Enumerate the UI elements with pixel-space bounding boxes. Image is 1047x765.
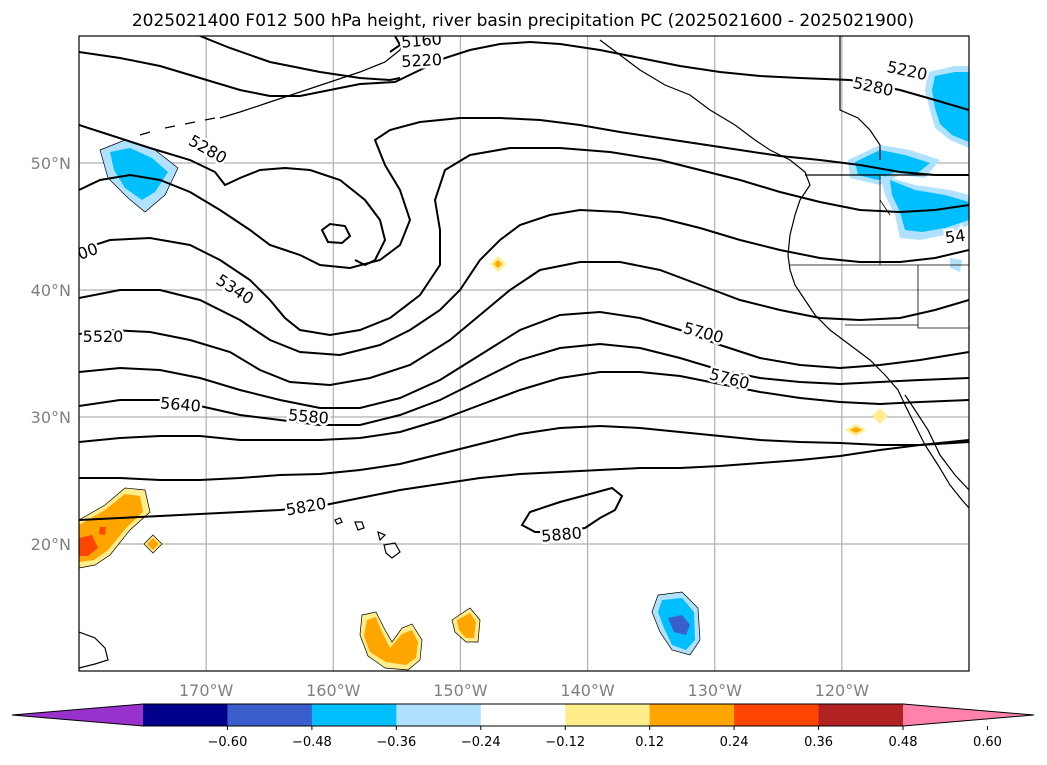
colorbar-segment [143,704,228,726]
longitude-label: 160°W [306,681,361,700]
precip-positive-area [99,527,106,535]
colorbar-segment [649,704,735,726]
colorbar-tick-label: −0.24 [461,735,501,750]
precip-outline [359,611,423,671]
precip-negative-area [932,72,969,142]
colorbar-tick-label: −0.12 [545,735,585,750]
colorbar-tick-label: 0.36 [804,735,833,750]
coastline-alaska-gulf [219,36,406,119]
height-contours [79,36,969,533]
colorbar-tick-labels: −0.60 −0.48 −0.36 −0.24 −0.12 0.12 0.24 0.36 0.4… [208,726,1002,750]
contour-line [79,371,969,443]
colorbar-tick-label: 0.60 [973,735,1002,750]
precip-outline [651,591,701,656]
precip-outline [143,534,163,554]
contour-line [320,222,352,245]
precip-positive-area [850,427,862,433]
contour-line [79,117,969,270]
colorbar-tick-label: 0.12 [635,735,664,750]
longitude-label: 120°W [815,681,870,700]
contour-label: 5580 [287,405,329,427]
contour-line [79,310,969,409]
contour-line [79,147,969,337]
contour-label: 5880 [540,523,582,545]
precip-outline [451,607,481,643]
longitude-label: 150°W [433,681,488,700]
contour-label: 5640 [159,393,201,415]
colorbar-segment [480,704,566,726]
map-frame [78,35,970,672]
map-background [79,36,969,671]
colorbar-extend-low [12,704,143,726]
map-title: 2025021400 F012 500 hPa height, river ba… [132,11,914,31]
colorbar-extend-high [903,704,1034,726]
precip-positive-area [494,260,502,268]
coastline-us-west [787,214,969,509]
precip-negative-area [110,148,168,200]
longitude-labels: 170°W 160°W 150°W 140°W 130°W 120°W [179,681,869,700]
precip-negative-area [890,180,969,232]
contour-line [79,439,969,521]
latitude-label: 50°N [31,154,71,173]
colorbar-outline [11,703,1035,727]
contour-line [389,36,402,53]
colorbar-tick-label: 0.24 [720,735,749,750]
coastline-islands-sw [79,631,109,669]
precip-positive-area [364,617,418,665]
colorbar-segment [734,704,820,726]
longitude-label: 170°W [179,681,234,700]
coastline-baja-gulf [904,394,969,491]
precip-positive-area [147,538,159,550]
contour-label: 54 [944,226,967,248]
contour-line [79,342,969,426]
longitude-label: 140°W [560,681,615,700]
precip-outline [79,487,151,569]
precip-shading [79,66,969,670]
precip-positive-area [79,535,98,556]
colorbar-tick-label: −0.36 [376,735,416,750]
coastline-hawaii [334,517,401,559]
contour-label: 5220 [401,50,443,71]
latitude-label: 30°N [31,408,71,427]
border-states [790,175,969,329]
colorbar-tick-label: −0.60 [208,735,248,750]
contour-label: 5160 [400,29,442,51]
contour-line [79,424,969,481]
precip-positive-area [457,613,476,638]
coastline-alaska [839,36,881,160]
colorbar-segment [396,704,482,726]
colorbar-segment [565,704,651,726]
contour-line [79,208,969,357]
precip-positive-area [872,408,888,424]
coastline-aleutians [139,117,216,136]
longitude-label: 130°W [688,681,743,700]
latitude-label: 40°N [31,281,71,300]
latitude-label: 20°N [31,535,71,554]
contour-line [520,486,624,533]
contour-line [199,36,401,82]
latitude-labels: 50°N 40°N 30°N 20°N [31,154,71,554]
colorbar-tick-label: 0.48 [889,735,918,750]
contour-label: 5520 [83,327,124,346]
contour-line [79,124,387,267]
colorbar [11,703,1035,727]
colorbar-segment [818,704,904,726]
colorbar-segment [311,704,397,726]
coastline-bc [599,39,811,216]
colorbar-tick-label: −0.48 [292,735,332,750]
precip-negative-area [668,615,690,635]
contour-line [79,40,969,111]
colorbar-segment [227,704,313,726]
contour-line [79,261,969,387]
